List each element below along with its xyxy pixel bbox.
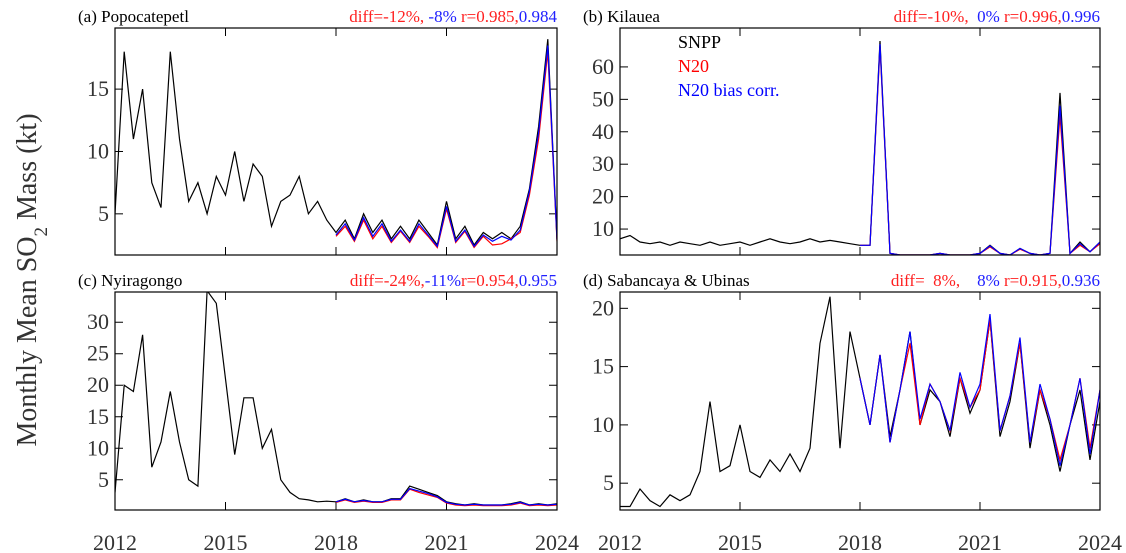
y-tick-label: 15 [592, 354, 614, 379]
x-tick-label: 2024 [1078, 530, 1122, 553]
panel: 5 10 15 20 2012 2015 2018 2021 2024 (d) Sabancaya… [583, 271, 1122, 553]
plot-frame [619, 291, 1101, 511]
panel: 5 10 15 20 25 30 2012 2015 2018 2021 2024 (c) Nyira… [78, 271, 579, 553]
stat-text: r=0.996, [1000, 7, 1062, 26]
x-tick-label: 2021 [958, 530, 1002, 553]
plot-frame [114, 27, 558, 256]
y-tick-label: 10 [87, 435, 109, 460]
panel-stats: diff= 8%, 8% r=0.915,0.936 [891, 271, 1100, 290]
stat-text: r=0.915, [1000, 271, 1062, 290]
y-tick-label: 5 [98, 467, 109, 492]
stat-text: diff= 8%, [891, 271, 960, 290]
y-label-part: Monthly Mean SO [12, 237, 43, 447]
y-label-sub: 2 [31, 227, 52, 237]
y-axis-label: Monthly Mean SO2 Mass (kt) [12, 113, 52, 446]
panel-title: (a) Popocatepetl [78, 7, 189, 26]
legend-entry: N20 bias corr. [678, 80, 779, 100]
stat-text: r=0.985, [457, 7, 519, 26]
y-tick-label: 20 [592, 184, 614, 209]
y-tick-label: 25 [87, 341, 109, 366]
series-line [335, 487, 557, 506]
panel-title: (c) Nyiragongo [78, 271, 182, 290]
stat-text: 0.955 [519, 271, 557, 290]
panel-stats: diff=-24%,-11%r=0.954,0.955 [350, 271, 557, 290]
x-tick-label: 2015 [718, 530, 762, 553]
y-tick-label: 15 [87, 404, 109, 429]
series-line [335, 51, 557, 249]
x-tick-label: 2024 [535, 530, 579, 553]
y-tick-label: 20 [592, 295, 614, 320]
series-line [859, 314, 1100, 466]
y-tick-label: 10 [592, 412, 614, 437]
stat-text: 0.996 [1062, 7, 1100, 26]
stat-text: -8% [424, 7, 457, 26]
stat-text: 8% [960, 271, 1000, 290]
panel-title: (d) Sabancaya & Ubinas [583, 271, 750, 290]
stat-text: diff=-24%, [350, 271, 425, 290]
x-tick-label: 2018 [838, 530, 882, 553]
x-tick-label: 2021 [425, 530, 469, 553]
y-tick-label: 15 [87, 76, 109, 101]
y-tick-label: 20 [87, 372, 109, 397]
panel: 5 10 15 (a) Popocatepetl diff=-12%, -8% r=0.… [78, 7, 558, 256]
series-line [115, 292, 557, 506]
series-line [859, 319, 1100, 463]
x-tick-label: 2012 [93, 530, 137, 553]
y-tick-label: 5 [98, 201, 109, 226]
y-tick-label: 10 [87, 138, 109, 163]
stat-text: -11% [425, 271, 461, 290]
plot-frame [619, 27, 1101, 256]
legend-entry: SNPP [678, 32, 721, 52]
panel-title: (b) Kilauea [583, 7, 660, 26]
stat-text: r=0.954, [461, 271, 519, 290]
panel-stats: diff=-10%, 0% r=0.996,0.996 [894, 7, 1100, 26]
series-line [860, 44, 1100, 255]
x-tick-label: 2012 [598, 530, 642, 553]
stat-text: 0.936 [1062, 271, 1100, 290]
y-tick-label: 60 [592, 54, 614, 79]
y-tick-label: 5 [603, 470, 614, 495]
stat-text: 0% [969, 7, 1000, 26]
y-tick-label: 10 [592, 216, 614, 241]
series-line [115, 39, 557, 247]
plot-frame [114, 291, 558, 511]
series-line [620, 296, 1100, 508]
x-tick-label: 2015 [204, 530, 248, 553]
stat-text: diff=-12%, [349, 7, 424, 26]
y-tick-label: 50 [592, 86, 614, 111]
stat-text: diff=-10%, [894, 7, 969, 26]
stat-text: 0.984 [519, 7, 558, 26]
y-tick-label: 30 [87, 309, 109, 334]
panel-stats: diff=-12%, -8% r=0.985,0.984 [349, 7, 557, 26]
y-tick-label: 30 [592, 151, 614, 176]
legend-entry: N20 [678, 56, 709, 76]
panel: 10 20 30 40 50 60 (b) Kilauea diff=-10%, 0% r=0… [583, 7, 1101, 256]
y-tick-label: 40 [592, 119, 614, 144]
x-tick-label: 2018 [314, 530, 358, 553]
series-line [335, 45, 557, 248]
y-label-part: Mass (kt) [12, 113, 43, 227]
